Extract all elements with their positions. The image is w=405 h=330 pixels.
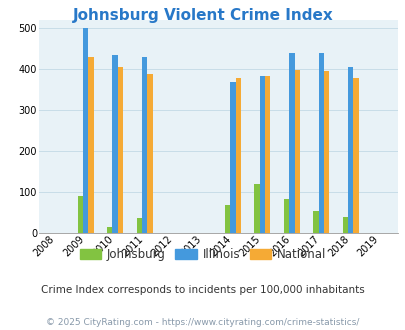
Bar bbox=[318, 53, 323, 233]
Bar bbox=[224, 205, 230, 233]
Bar bbox=[294, 70, 299, 233]
Bar bbox=[107, 226, 112, 233]
Bar bbox=[77, 196, 83, 233]
Text: Johnsburg Violent Crime Index: Johnsburg Violent Crime Index bbox=[72, 8, 333, 23]
Bar bbox=[259, 76, 264, 233]
Bar bbox=[313, 211, 318, 233]
Text: © 2025 CityRating.com - https://www.cityrating.com/crime-statistics/: © 2025 CityRating.com - https://www.city… bbox=[46, 318, 359, 327]
Bar bbox=[254, 184, 259, 233]
Bar bbox=[147, 74, 152, 233]
Bar bbox=[117, 67, 123, 233]
Bar bbox=[88, 57, 94, 233]
Bar bbox=[142, 57, 147, 233]
Bar bbox=[112, 54, 117, 233]
Bar bbox=[283, 199, 288, 233]
Bar bbox=[235, 78, 240, 233]
Bar bbox=[230, 82, 235, 233]
Bar bbox=[347, 67, 352, 233]
Bar bbox=[323, 71, 328, 233]
Legend: Johnsburg, Illinois, National: Johnsburg, Illinois, National bbox=[75, 244, 330, 266]
Bar bbox=[342, 217, 347, 233]
Text: Crime Index corresponds to incidents per 100,000 inhabitants: Crime Index corresponds to incidents per… bbox=[41, 285, 364, 295]
Bar bbox=[136, 217, 142, 233]
Bar bbox=[264, 76, 270, 233]
Bar bbox=[83, 28, 88, 233]
Bar bbox=[288, 53, 294, 233]
Bar bbox=[352, 78, 358, 233]
